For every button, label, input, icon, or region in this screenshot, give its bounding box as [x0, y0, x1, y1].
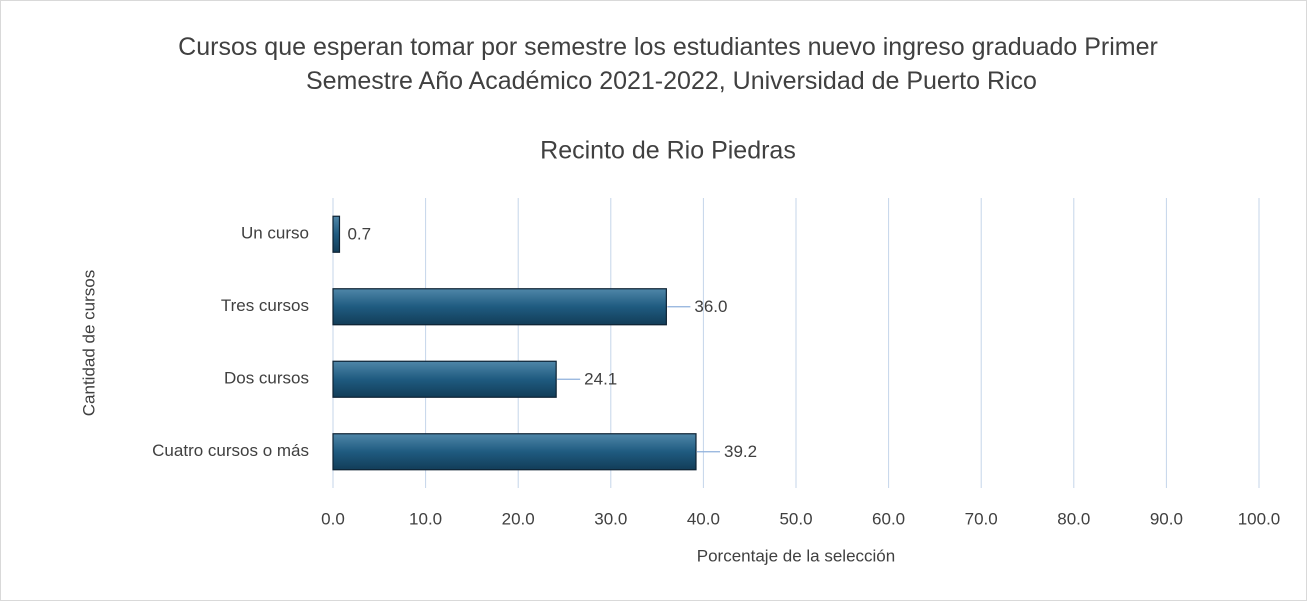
chart-subtitle: Recinto de Rio Piedras	[540, 137, 796, 165]
bar	[332, 433, 697, 471]
data-label: 39.2	[724, 442, 757, 461]
x-tick-label: 60.0	[872, 509, 905, 528]
x-tick-label: 20.0	[502, 509, 535, 528]
data-label: 36.0	[694, 297, 727, 316]
y-tick-label: Tres cursos	[221, 296, 309, 315]
bar	[332, 215, 341, 253]
y-tick-label: Un curso	[241, 224, 309, 243]
x-tick-label: 10.0	[409, 509, 442, 528]
data-label: 0.7	[347, 225, 371, 244]
bar	[332, 360, 557, 398]
bar	[332, 288, 667, 326]
x-tick-label: 40.0	[687, 509, 720, 528]
x-tick-label: 70.0	[965, 509, 998, 528]
x-tick-label: 0.0	[321, 509, 345, 528]
chart-title: Cursos que esperan tomar por semestre lo…	[178, 33, 1158, 95]
x-tick-label: 50.0	[779, 509, 812, 528]
y-tick-label: Cuatro cursos o más	[152, 441, 309, 460]
y-tick-label: Dos cursos	[224, 369, 309, 388]
data-label: 24.1	[584, 370, 617, 389]
x-tick-label: 90.0	[1150, 509, 1183, 528]
x-axis-label: Porcentaje de la selección	[697, 546, 895, 565]
x-tick-label: 100.0	[1238, 509, 1281, 528]
x-tick-label: 30.0	[594, 509, 627, 528]
y-axis-label: Cantidad de cursos	[79, 270, 98, 416]
x-tick-label: 80.0	[1057, 509, 1090, 528]
